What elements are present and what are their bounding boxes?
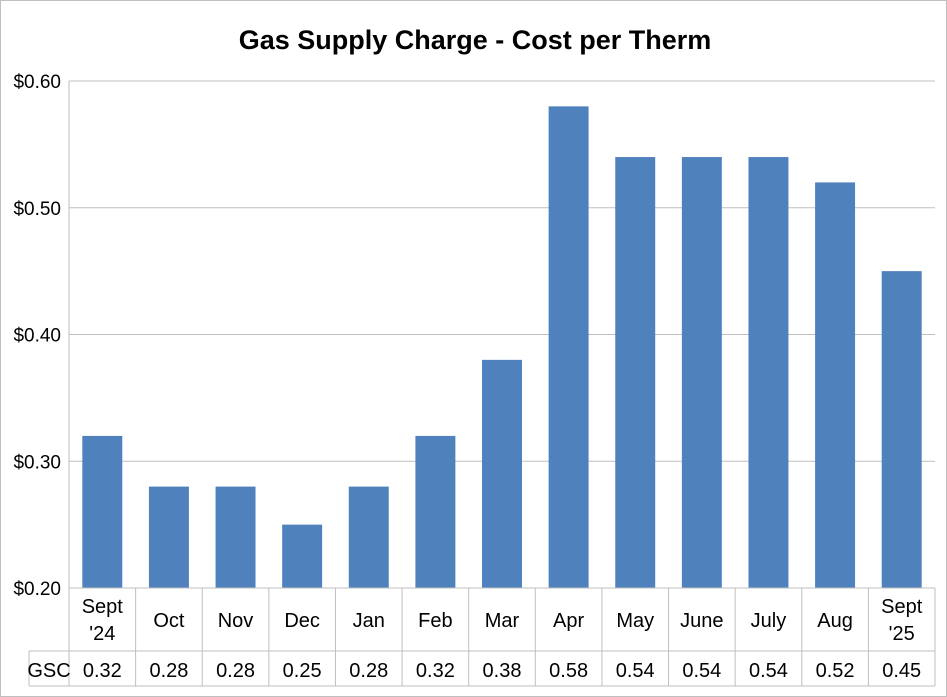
category-label: May [616,610,654,632]
category-label: Feb [418,610,452,632]
category-label: June [680,610,723,632]
y-tick-label: $0.20 [13,579,61,600]
y-axis-ticks: $0.20 $0.30 $0.40 $0.50 $0.60 [13,72,61,600]
data-label: 0.25 [283,660,322,682]
bar [482,359,522,588]
bar [415,435,456,588]
category-label: Jan [353,610,385,632]
y-tick-label: $0.30 [13,452,61,473]
bar [148,486,189,588]
category-label: '24 [89,623,115,645]
bar [215,486,256,588]
y-tick-label: $0.60 [13,72,61,93]
data-label: 0.32 [416,660,455,682]
data-label: 0.45 [882,660,921,682]
data-label: 0.28 [216,660,255,682]
category-label: Sept [881,596,923,618]
category-label: Dec [284,610,320,632]
bar [282,524,323,588]
category-label: Sept [82,596,124,618]
category-label: Aug [817,610,853,632]
bar [348,486,389,588]
bar [82,435,123,588]
y-tick-label: $0.50 [13,199,61,220]
category-label: Nov [218,610,254,632]
series-name-cell: GSC [27,660,70,682]
y-tick-label: $0.40 [13,326,61,347]
category-label: Apr [553,610,584,632]
data-label: 0.38 [483,660,522,682]
data-label: 0.32 [83,660,122,682]
data-label: 0.52 [816,660,855,682]
bar [748,157,789,589]
category-label: '25 [889,623,915,645]
data-label: 0.54 [682,660,721,682]
data-label: 0.54 [749,660,788,682]
category-label: Mar [485,610,520,632]
category-label: July [751,610,787,632]
bars [82,106,922,589]
bar [681,157,722,589]
bar [815,182,856,588]
data-label: 0.28 [349,660,388,682]
bar [548,106,589,588]
chart-title: Gas Supply Charge - Cost per Therm [239,25,712,55]
data-table: Sept '24 Oct Nov Dec Jan Feb Mar Apr May June July A… [27,587,936,687]
data-label: 0.54 [616,660,655,682]
bar [881,271,922,588]
data-label: 0.58 [549,660,588,682]
data-label: 0.28 [149,660,188,682]
bar [615,157,656,589]
category-label: Oct [153,610,185,632]
